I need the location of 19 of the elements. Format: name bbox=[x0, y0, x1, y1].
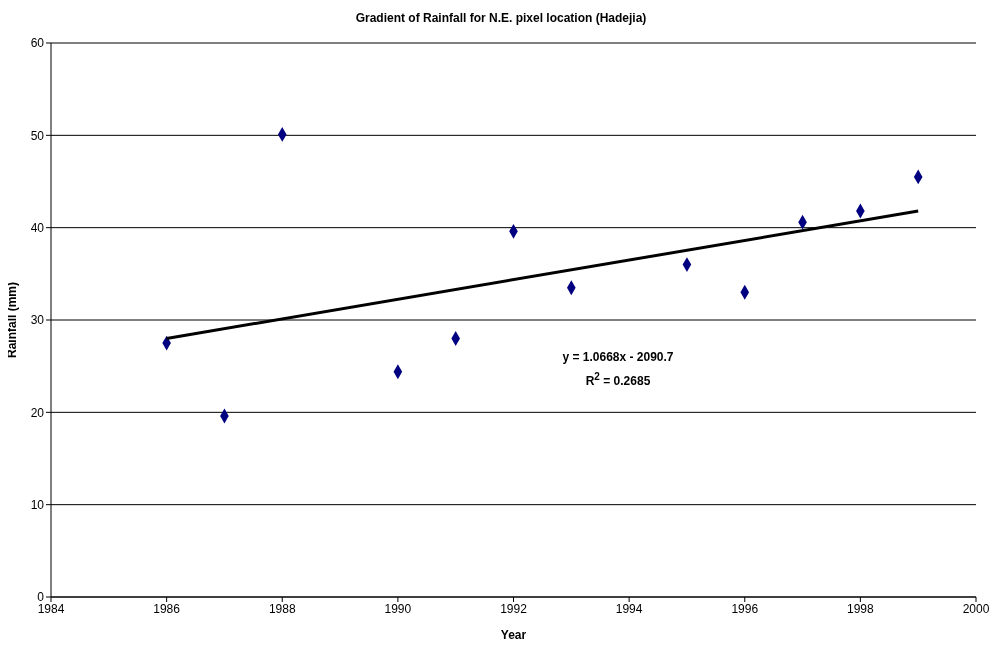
x-axis-title: Year bbox=[500, 628, 527, 642]
annotation: y = 1.0668x - 2090.7 bbox=[561, 349, 675, 366]
y-tick-label: 10 bbox=[30, 497, 45, 512]
y-tick-label: 20 bbox=[30, 405, 45, 420]
x-tick-label: 1986 bbox=[153, 601, 181, 616]
x-tick-label: 1998 bbox=[847, 601, 875, 616]
annotation: R$^{2}$ = 0.2685 bbox=[584, 370, 652, 390]
x-tick-label: 2000 bbox=[962, 601, 990, 616]
chart-title: Gradient of Rainfall for N.E. pixel location (Hadejia) bbox=[354, 11, 648, 25]
y-tick-label: 50 bbox=[30, 128, 45, 143]
y-tick-label: 40 bbox=[30, 220, 45, 235]
x-tick-label: 1990 bbox=[384, 601, 412, 616]
x-tick-label: 1988 bbox=[268, 601, 296, 616]
y-tick-label: 60 bbox=[30, 36, 45, 51]
x-tick-label: 1996 bbox=[731, 601, 759, 616]
y-tick-label: 30 bbox=[30, 313, 45, 328]
y-axis-title: Rainfall (mm) bbox=[5, 281, 20, 359]
x-tick-label: 1994 bbox=[615, 601, 643, 616]
x-tick-label: 1992 bbox=[500, 601, 528, 616]
